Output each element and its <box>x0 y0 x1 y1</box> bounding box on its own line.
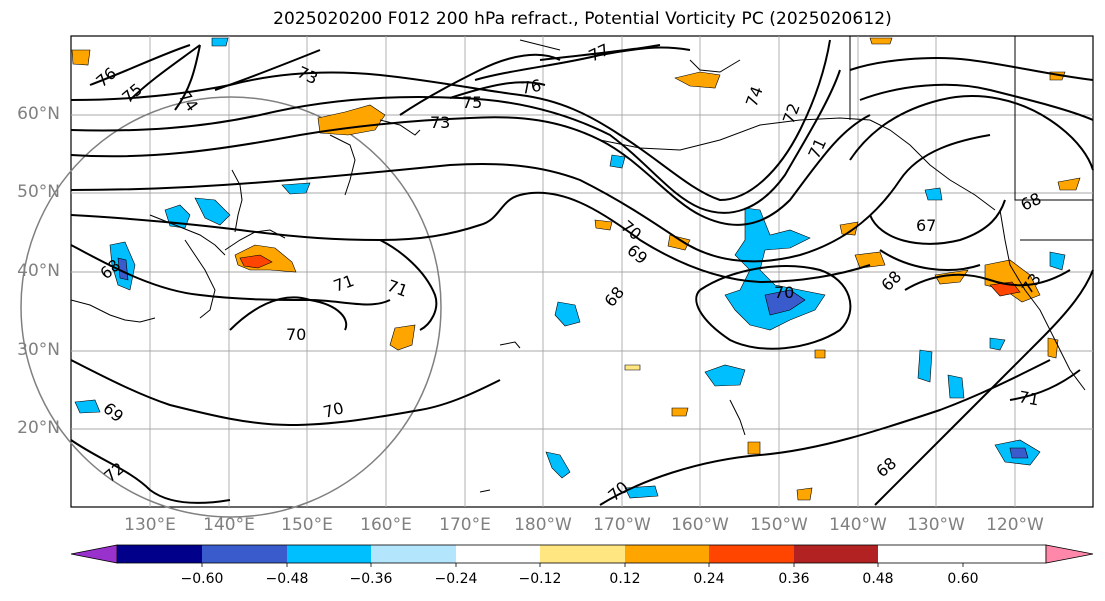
colorbar-tick-label: 0.60 <box>947 571 979 587</box>
colorbar-tick-label: 0.12 <box>609 571 641 587</box>
lon-label: 130°W <box>907 515 965 535</box>
map-title: 2025020200 F012 200 hPa refract., Potent… <box>273 9 892 29</box>
colorbar-tick-label: −0.12 <box>518 571 562 587</box>
coastlines <box>70 36 1093 493</box>
contour-label: 76 <box>519 76 542 98</box>
lon-label: 140°W <box>829 515 887 535</box>
lat-label: 60°N <box>17 104 60 124</box>
lon-label: 150°E <box>281 515 333 535</box>
lon-label: 120°W <box>986 515 1044 535</box>
colorbar-tick-label: −0.24 <box>434 571 478 587</box>
lon-label: 170°E <box>439 515 491 535</box>
lon-label: 170°W <box>593 515 651 535</box>
colorbar-tick-label: −0.60 <box>180 571 224 587</box>
plot-frame <box>70 35 1094 508</box>
contour-label: 75 <box>462 93 482 112</box>
lon-label: 140°E <box>203 515 255 535</box>
colorbar-tick-label: −0.36 <box>349 571 393 587</box>
contour-label: 70 <box>774 283 794 302</box>
lon-label: 160°W <box>671 515 729 535</box>
lat-label: 40°N <box>17 261 60 281</box>
colorbar-tick-label: 0.48 <box>862 571 894 587</box>
colorbar-tick-label: 0.36 <box>778 571 810 587</box>
contour-label: 71 <box>1017 387 1040 409</box>
lat-label: 30°N <box>17 340 60 360</box>
lon-label: 160°E <box>360 515 412 535</box>
colorbar-tick-label: −0.48 <box>265 571 309 587</box>
lat-label: 50°N <box>17 182 60 202</box>
contour-label: 73 <box>430 113 450 132</box>
lat-label: 20°N <box>17 418 60 438</box>
height-contours <box>70 39 1094 506</box>
pv-negative-areas <box>74 37 1066 499</box>
range-circle <box>20 96 442 518</box>
lon-label: 130°E <box>124 515 176 535</box>
contour-label: 70 <box>321 398 346 422</box>
contour-label: 67 <box>916 216 936 235</box>
lon-label: 150°W <box>750 515 808 535</box>
lon-label: 180°W <box>514 515 572 535</box>
contour-label: 70 <box>286 325 306 344</box>
colorbar-tick-label: 0.24 <box>693 571 725 587</box>
